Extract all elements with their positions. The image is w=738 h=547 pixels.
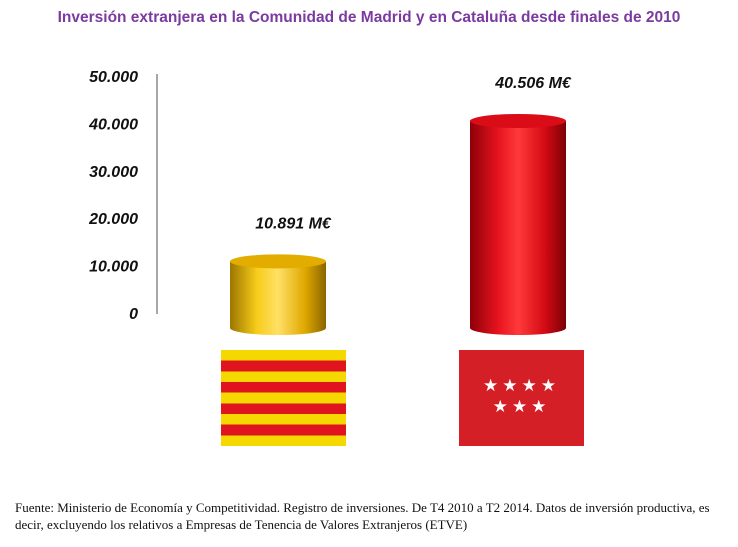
madrid-flag: ★★★★ ★★★ xyxy=(459,350,584,446)
bar-madrid-top xyxy=(470,114,566,129)
y-tick-label: 0 xyxy=(129,306,138,323)
madrid-flag-stars-row1: ★★★★ xyxy=(483,376,560,396)
data-label: 10.891 M€ xyxy=(255,215,332,232)
y-tick-label: 20.000 xyxy=(88,211,138,228)
source-note: Fuente: Ministerio de Economía y Competi… xyxy=(15,500,710,532)
bar-cataluna xyxy=(230,254,326,335)
bar-madrid-body xyxy=(470,121,566,335)
y-tick-label: 10.000 xyxy=(89,259,138,276)
y-tick-label: 30.000 xyxy=(89,164,138,181)
madrid-flag-stars-row2: ★★★ xyxy=(492,397,551,417)
data-label: 40.506 M€ xyxy=(494,75,572,92)
catalonia-flag xyxy=(221,350,346,446)
y-tick-label: 40.000 xyxy=(88,116,138,133)
chart: 0 10.000 20.000 30.000 40.000 50.000 10.891 M… xyxy=(88,69,572,335)
chart-title: Inversión extranjera en la Comunidad de … xyxy=(57,9,681,26)
bar-madrid xyxy=(470,114,566,335)
bar-cataluna-top xyxy=(230,254,326,269)
bar-cataluna-body xyxy=(230,261,326,335)
y-tick-label: 50.000 xyxy=(89,69,138,86)
